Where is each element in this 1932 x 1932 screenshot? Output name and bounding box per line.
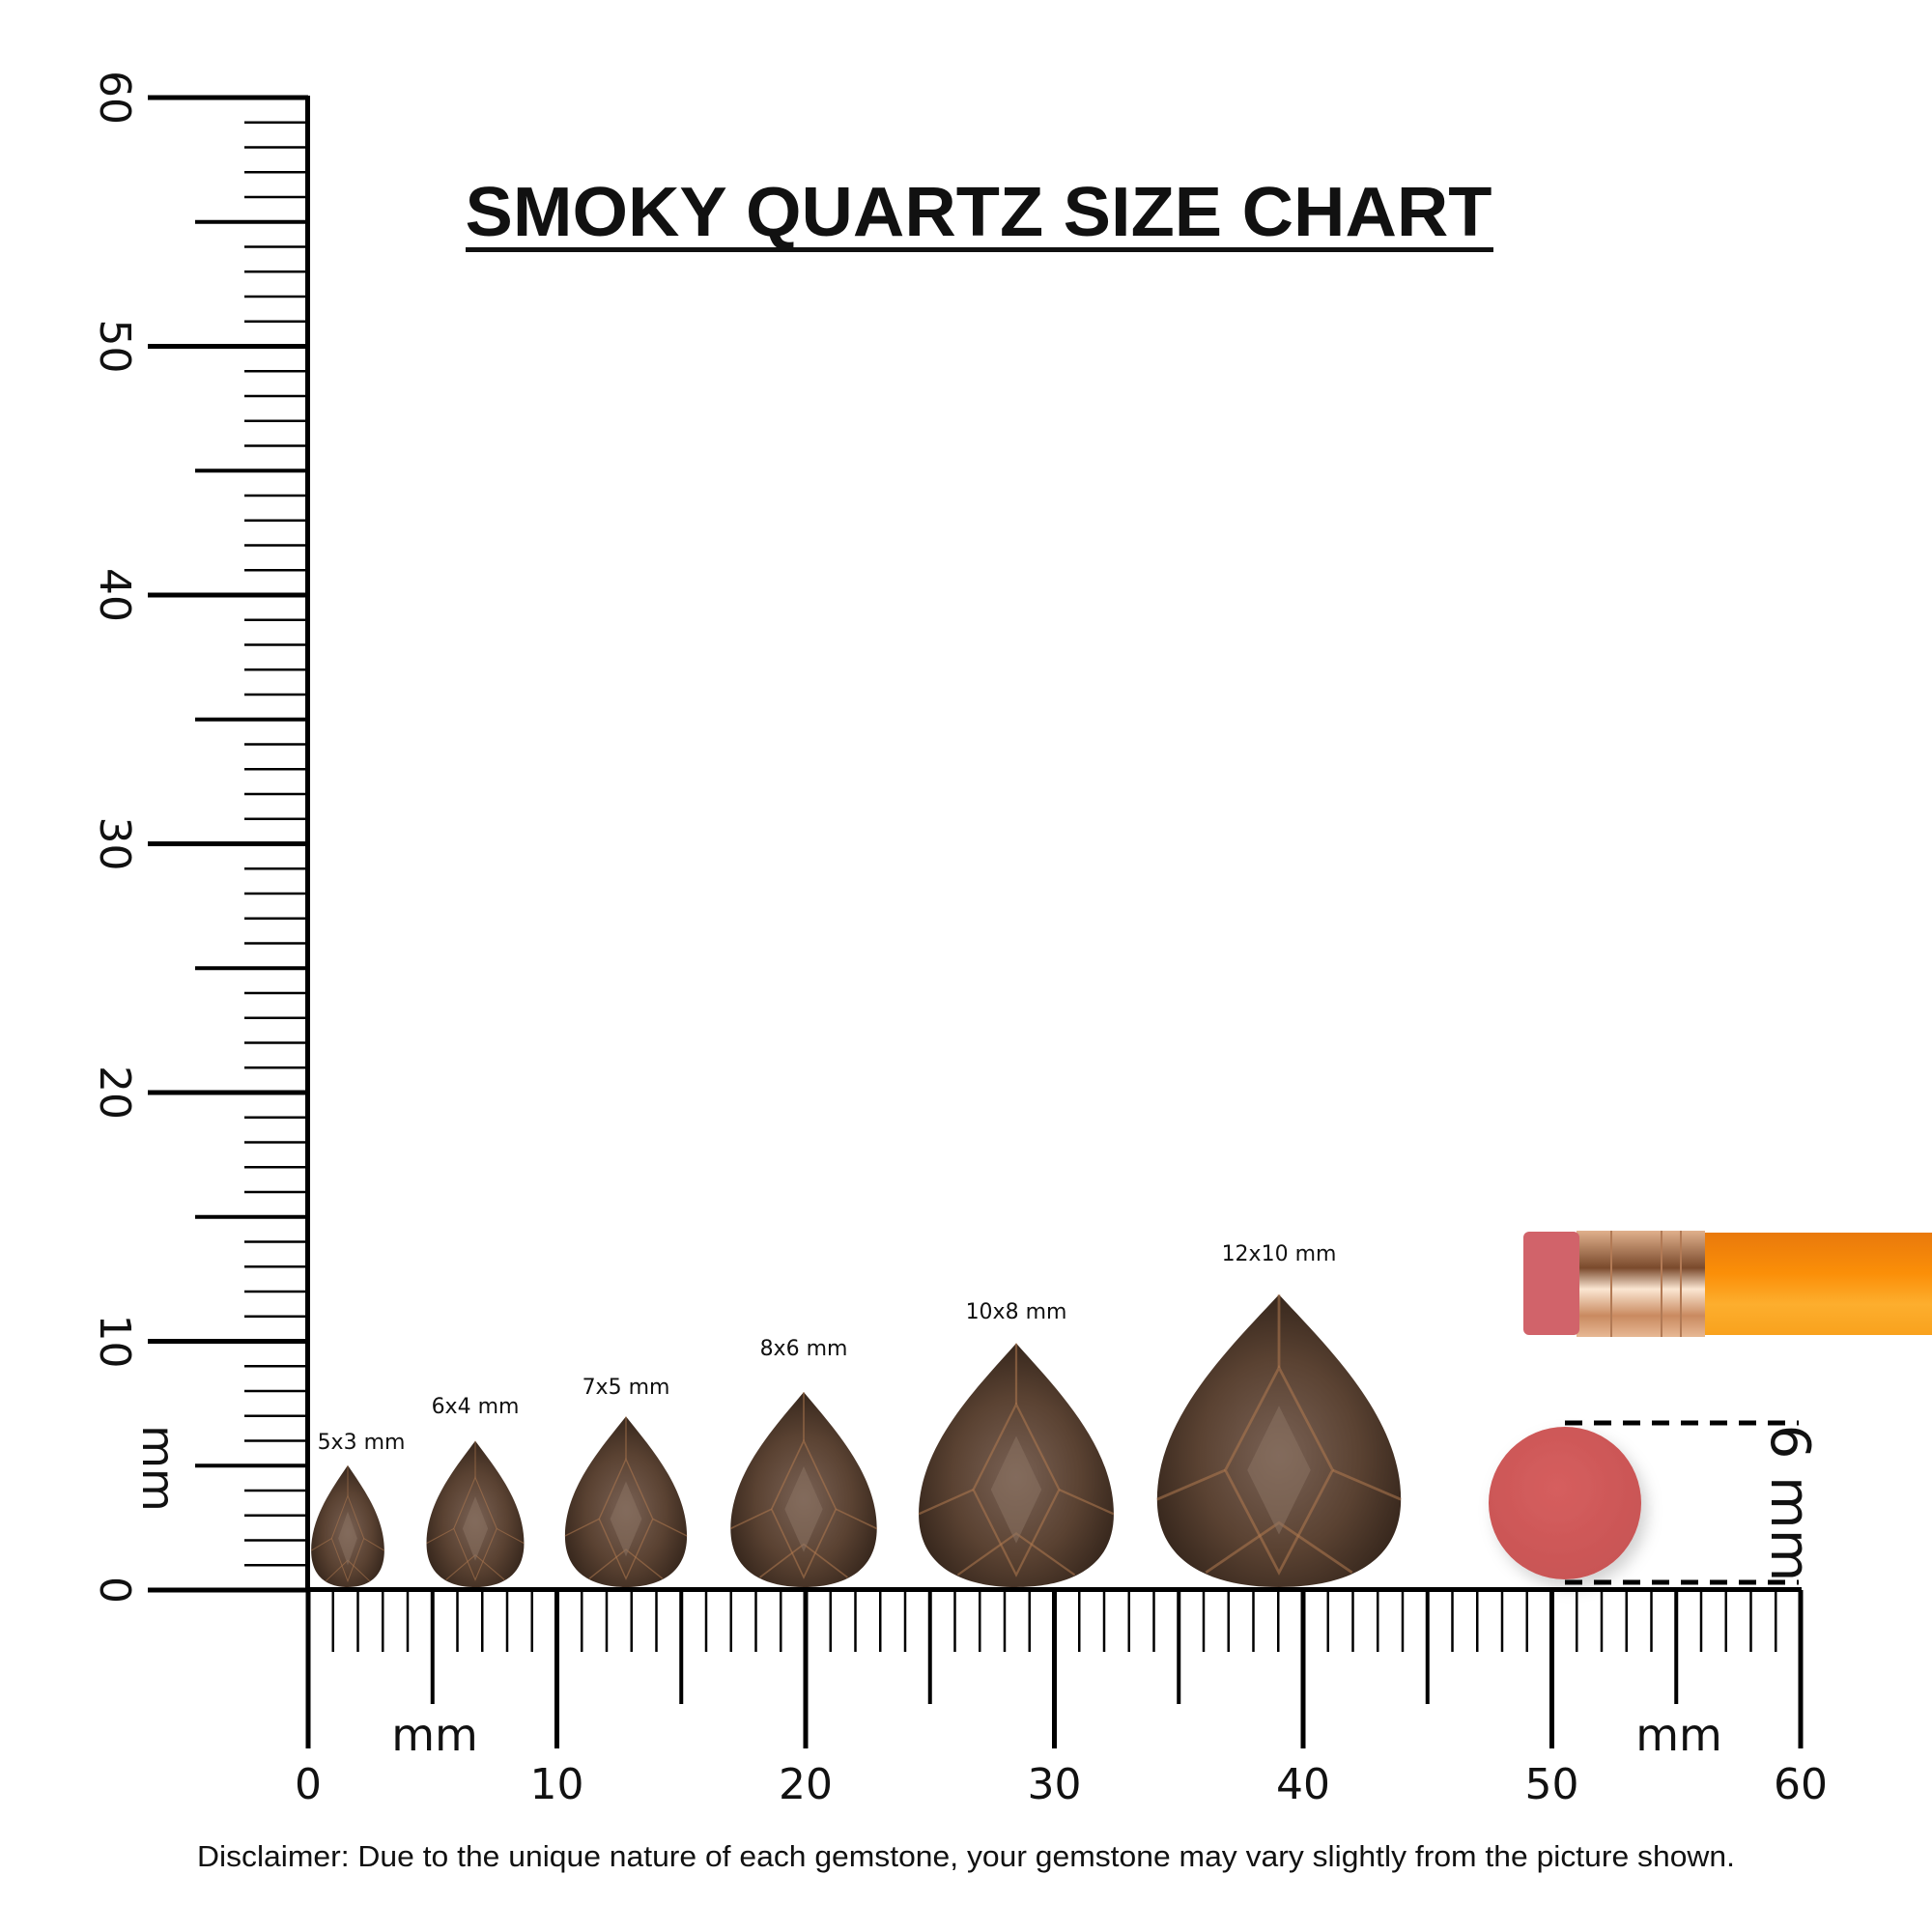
gem-table [1247, 1406, 1311, 1535]
pencil-ferrule [1577, 1231, 1705, 1337]
gem-size-label: 5x3 mm [318, 1431, 406, 1455]
disclaimer: Disclaimer: Due to the unique nature of … [197, 1840, 1735, 1873]
title-underline [466, 247, 1493, 252]
horizontal-ruler-edge [305, 1587, 1802, 1592]
eraser-size-label: 6 mm [1758, 1425, 1821, 1582]
page-title: SMOKY QUARTZ SIZE CHART [466, 174, 1492, 251]
vertical-tick-label: 10 [90, 1315, 139, 1369]
gem-row: 5x3 mm 6x4 mm 7x5 mm 8x6 mm 10x8 mm 12x10 mm [310, 1242, 1402, 1587]
gem-8x6mm: 8x6 mm [729, 1337, 878, 1587]
horizontal-ruler-unit-label-left: mm [391, 1709, 478, 1761]
gem-facet [1156, 1294, 1402, 1575]
horizontal-tick-label: 20 [779, 1760, 833, 1809]
gem-facet [453, 1475, 497, 1581]
horizontal-ruler-unit-label-right: mm [1635, 1709, 1722, 1761]
gem-facet [598, 1457, 654, 1580]
gem-size-label: 7x5 mm [582, 1376, 670, 1400]
gem-facet [972, 1402, 1061, 1577]
gem-7x5mm: 7x5 mm [564, 1376, 688, 1587]
gem-facet [1223, 1364, 1335, 1576]
gem-table [990, 1435, 1042, 1544]
vertical-tick-label: 50 [90, 320, 139, 374]
vertical-ruler-unit-label: mm [132, 1425, 185, 1512]
pencil-body [1703, 1233, 1932, 1335]
horizontal-tick-label: 10 [530, 1760, 584, 1809]
vertical-tick-label: 30 [90, 817, 139, 871]
gem-12x10mm: 12x10 mm [1156, 1242, 1402, 1587]
vertical-tick-label: 20 [90, 1065, 139, 1120]
vertical-tick-label: 40 [90, 568, 139, 622]
gem-table [610, 1481, 642, 1557]
gem-facet [426, 1440, 525, 1580]
gem-5x3mm: 5x3 mm [310, 1431, 406, 1587]
gem-table [462, 1496, 489, 1561]
gem-facet [918, 1343, 1115, 1577]
gem-6x4mm: 6x4 mm [426, 1395, 525, 1587]
pencil-eraser [1523, 1232, 1579, 1335]
horizontal-tick-label: 50 [1525, 1760, 1579, 1809]
vertical-ruler: 0 10 20 30 40 50 60 [90, 71, 310, 1604]
gem-size-label: 8x6 mm [760, 1337, 848, 1361]
horizontal-tick-label: 40 [1276, 1760, 1330, 1809]
vertical-tick-label: 60 [90, 71, 139, 125]
gem-10x8mm: 10x8 mm [918, 1300, 1115, 1587]
gem-size-label: 10x8 mm [966, 1300, 1067, 1324]
horizontal-tick-label: 60 [1774, 1760, 1828, 1809]
eraser-reference-circle [1489, 1427, 1641, 1579]
horizontal-ruler: 0 10 20 30 40 50 60 [295, 1587, 1828, 1809]
horizontal-tick-label: 0 [295, 1760, 322, 1809]
gem-facet [770, 1438, 838, 1579]
gem-size-label: 12x10 mm [1222, 1242, 1337, 1266]
gem-facet [330, 1493, 365, 1583]
gem-facet [310, 1464, 385, 1582]
gem-size-label: 6x4 mm [432, 1395, 520, 1419]
horizontal-tick-label: 30 [1028, 1760, 1082, 1809]
gem-facet [729, 1392, 878, 1578]
vertical-tick-label: 0 [90, 1577, 139, 1604]
pencil [1523, 1231, 1932, 1337]
gem-facet [564, 1416, 688, 1579]
gem-table [338, 1511, 357, 1566]
gem-table [784, 1465, 823, 1552]
